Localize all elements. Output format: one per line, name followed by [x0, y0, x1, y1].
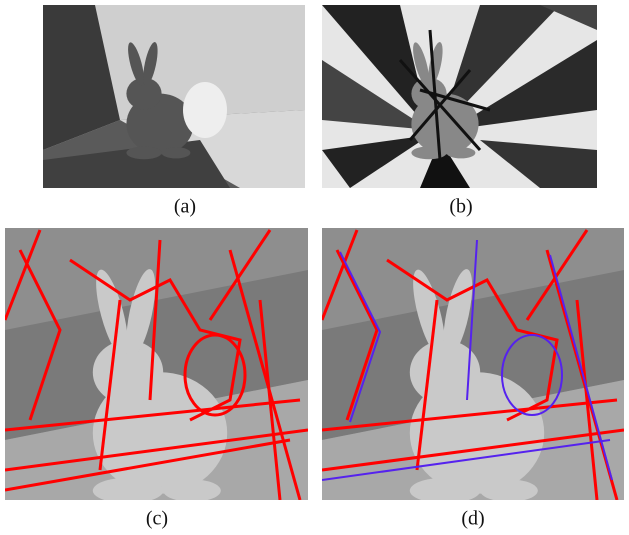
caption: (c) — [146, 508, 168, 530]
panel-c-image — [5, 228, 308, 500]
panel-a-image — [43, 5, 305, 188]
panel-d-image — [322, 228, 624, 500]
panel-b-image — [322, 5, 597, 188]
caption: (b) — [449, 196, 472, 218]
caption: (d) — [461, 508, 484, 530]
caption: (a) — [174, 196, 196, 218]
